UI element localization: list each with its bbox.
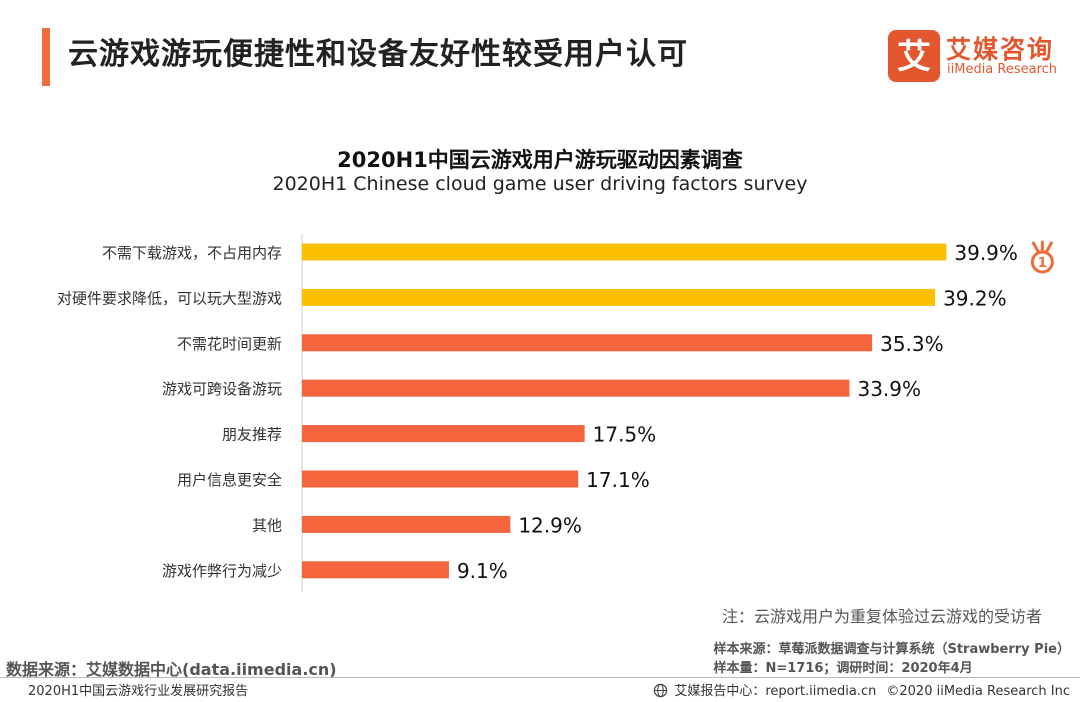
sample-size: 样本量：N=1716；调研时间：2020年4月	[713, 661, 973, 676]
bar	[302, 379, 850, 397]
category-label: 游戏作弊行为减少	[162, 562, 282, 580]
bar	[302, 288, 936, 306]
value-label: 12.9%	[518, 513, 582, 537]
footer-divider	[0, 677, 1080, 678]
footer-report-center[interactable]: 艾媒报告中心：report.iimedia.cn	[674, 684, 877, 699]
logo-en-text: iiMedia Research	[947, 62, 1058, 77]
sample-source: 样本来源：草莓派数据调查与计算系统（Strawberry Pie）	[713, 642, 1070, 657]
title-accent-bar	[42, 28, 50, 86]
footer-copyright: ©2020 iiMedia Research Inc	[886, 684, 1070, 699]
category-label: 对硬件要求降低，可以玩大型游戏	[57, 289, 282, 307]
bar-chart: 不需下载游戏，不占用内存 39.9% 对硬件要求降低，可以玩大型游戏 39.2% 不需花…	[57, 234, 1054, 592]
category-label: 不需花时间更新	[177, 335, 282, 353]
value-label: 39.2%	[943, 286, 1007, 310]
badge-number: 1	[1038, 256, 1047, 271]
bar	[302, 470, 579, 488]
page-title: 云游戏游玩便捷性和设备友好性较受用户认可	[68, 37, 688, 72]
bar	[302, 515, 511, 533]
value-label: 35.3%	[880, 332, 944, 356]
logo-mark-text: 艾	[897, 37, 931, 77]
data-source: 数据来源：艾媒数据中心(data.iimedia.cn)	[6, 660, 337, 679]
rank-first-badge-icon: 1	[1030, 240, 1054, 274]
value-label: 9.1%	[457, 559, 508, 583]
globe-icon	[653, 683, 668, 698]
bar	[302, 243, 947, 261]
bar	[302, 561, 449, 579]
value-label: 17.1%	[586, 468, 650, 492]
chart-note: 注：云游戏用户为重复体验过云游戏的受访者	[721, 607, 1042, 626]
sample-info: 样本来源：草莓派数据调查与计算系统（Strawberry Pie） 样本量：N=…	[713, 640, 1070, 678]
bar	[302, 425, 585, 443]
footer-report-title: 2020H1中国云游戏行业发展研究报告	[28, 684, 249, 699]
value-label: 17.5%	[593, 423, 657, 447]
bar	[302, 334, 873, 352]
chart-subtitle: 2020H1 Chinese cloud game user driving f…	[272, 173, 808, 195]
category-label: 其他	[252, 516, 282, 534]
logo-cn-text: 艾媒咨询	[946, 35, 1055, 64]
value-label: 33.9%	[857, 377, 921, 401]
category-label: 不需下载游戏，不占用内存	[102, 244, 282, 262]
chart-title: 2020H1中国云游戏用户游玩驱动因素调查	[337, 148, 743, 172]
footer-right: 艾媒报告中心：report.iimedia.cn ©2020 iiMedia Re…	[653, 680, 1070, 699]
logo-mark-icon: 艾	[888, 30, 940, 82]
bars-layer: 不需下载游戏，不占用内存 39.9% 对硬件要求降低，可以玩大型游戏 39.2% 不需花…	[57, 241, 1018, 583]
category-label: 游戏可跨设备游玩	[162, 380, 282, 398]
iimedia-logo: 艾 艾媒咨询 iiMedia Research	[888, 30, 1068, 82]
category-label: 用户信息更安全	[177, 471, 282, 489]
category-label: 朋友推荐	[222, 426, 282, 444]
value-label: 39.9%	[954, 241, 1018, 265]
